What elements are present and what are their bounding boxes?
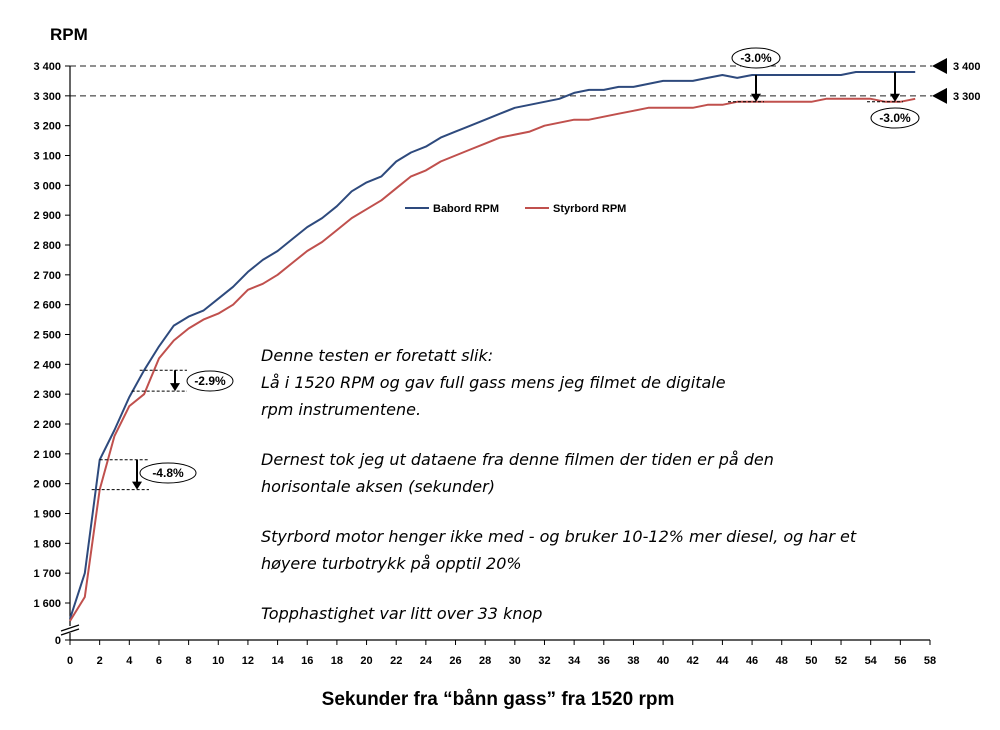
- legend-label-0: Babord RPM: [433, 203, 499, 215]
- callout-label: -3.0%: [740, 51, 772, 65]
- legend: Babord RPM Styrbord RPM: [405, 203, 626, 215]
- y-tick-label: 2 600: [33, 300, 61, 312]
- x-axis-title: Sekunder fra “bånn gass” fra 1520 rpm: [322, 689, 675, 710]
- y-ticks: 1 600 1 700 1 800 1 900 2 000 2 100 2 200 2 300…: [33, 61, 70, 647]
- y-tick-label: 2 200: [33, 419, 61, 431]
- annotation-line: horisontale aksen (sekunder): [261, 477, 495, 496]
- x-tick-label: 56: [894, 655, 906, 667]
- x-tick-label: 10: [212, 655, 224, 667]
- annotation-line: Topphastighet var litt over 33 knop: [261, 604, 542, 623]
- x-tick-label: 30: [509, 655, 521, 667]
- callout-oval: [870, 107, 920, 129]
- legend-label-1: Styrbord RPM: [553, 203, 626, 215]
- x-tick-label: 18: [331, 655, 343, 667]
- callout-oval: [139, 462, 197, 484]
- x-tick-label: 34: [568, 655, 581, 667]
- y-axis-title: RPM: [50, 25, 88, 44]
- y-tick-label: 2 900: [33, 210, 61, 222]
- x-tick-label: 12: [242, 655, 254, 667]
- x-tick-label: 4: [126, 655, 133, 667]
- reference-marker-icon: [932, 58, 947, 74]
- x-tick-label: 20: [360, 655, 372, 667]
- x-tick-label: 8: [186, 655, 192, 667]
- x-tick-label: 44: [716, 655, 729, 667]
- series-lines: [69, 71, 916, 622]
- axis-break-mark: [60, 628, 80, 636]
- y-tick-label: 2 100: [33, 449, 61, 461]
- callout-oval: [731, 47, 781, 69]
- y-tick-label: 1 800: [33, 538, 61, 550]
- x-tick-label: 48: [776, 655, 788, 667]
- x-tick-label: 16: [301, 655, 313, 667]
- callout-label: -2.9%: [194, 374, 226, 388]
- x-tick-label: 40: [657, 655, 669, 667]
- axis-break-mark: [60, 624, 80, 632]
- y-tick-label: 0: [55, 635, 61, 647]
- x-tick-label: 26: [449, 655, 461, 667]
- callout-oval: [186, 370, 234, 392]
- x-tick-label: 58: [924, 655, 936, 667]
- annotation-line: høyere turbotrykk på opptil 20%: [261, 554, 522, 573]
- x-tick-label: 6: [156, 655, 162, 667]
- x-tick-label: 28: [479, 655, 491, 667]
- y-tick-label: 1 600: [33, 598, 61, 610]
- annotation-line: rpm instrumentene.: [261, 400, 421, 419]
- x-tick-label: 42: [687, 655, 699, 667]
- x-tick-label: 36: [598, 655, 610, 667]
- axis-break-gap: [62, 626, 78, 633]
- series-line-0: [69, 71, 916, 620]
- callout-label: -4.8%: [152, 466, 184, 480]
- x-tick-label: 50: [805, 655, 817, 667]
- y-tick-label: 3 100: [33, 151, 61, 163]
- x-tick-label: 46: [746, 655, 758, 667]
- y-tick-label: 1 700: [33, 568, 61, 580]
- down-arrow-icon: [170, 383, 180, 392]
- x-ticks: 0 2 4 6 8 10 12 14 16 18 20 22 24 26 28 30 32 34 36 38 40 42 4…: [67, 640, 936, 667]
- y-tick-label: 3 300: [33, 91, 61, 103]
- x-tick-label: 54: [865, 655, 878, 667]
- y-tick-label: 2 700: [33, 270, 61, 282]
- y-tick-label: 3 400: [33, 61, 61, 73]
- y-tick-label: 2 800: [33, 240, 61, 252]
- reference-lines: 3 400 3 300: [70, 58, 981, 104]
- annotation-line: Styrbord motor henger ikke med - og bruk…: [261, 527, 857, 546]
- y-tick-label: 2 000: [33, 479, 61, 491]
- x-tick-label: 32: [538, 655, 550, 667]
- callout-label: -3.0%: [879, 111, 911, 125]
- series-line-1: [69, 97, 916, 622]
- y-tick-label: 1 900: [33, 509, 61, 521]
- annotation-text: Denne testen er foretatt slik: Lå i 1520 …: [261, 346, 857, 623]
- annotation-line: Lå i 1520 RPM og gav full gass mens jeg …: [261, 373, 726, 392]
- axes: [60, 66, 930, 641]
- y-tick-label: 2 500: [33, 330, 61, 342]
- annotation-line: Denne testen er foretatt slik:: [261, 346, 493, 365]
- y-tick-label: 2 300: [33, 389, 61, 401]
- x-tick-label: 22: [390, 655, 402, 667]
- down-arrow-icon: [890, 93, 900, 102]
- down-arrow-icon: [132, 481, 142, 490]
- y-tick-label: 3 200: [33, 121, 61, 133]
- reference-line-label: 3 400: [953, 61, 981, 73]
- x-tick-label: 24: [420, 655, 433, 667]
- x-tick-label: 52: [835, 655, 847, 667]
- annotation-line: Dernest tok jeg ut dataene fra denne fil…: [261, 450, 774, 469]
- down-arrow-icon: [751, 93, 761, 102]
- x-tick-label: 0: [67, 655, 73, 667]
- y-tick-label: 2 400: [33, 359, 61, 371]
- x-tick-label: 14: [271, 655, 284, 667]
- callouts: -4.8% -2.9% -3.0% -3.0%: [91, 47, 920, 491]
- x-tick-label: 38: [627, 655, 639, 667]
- reference-marker-icon: [932, 87, 947, 104]
- x-tick-label: 2: [97, 655, 103, 667]
- reference-line-label: 3 300: [953, 91, 981, 103]
- y-tick-label: 3 000: [33, 180, 61, 192]
